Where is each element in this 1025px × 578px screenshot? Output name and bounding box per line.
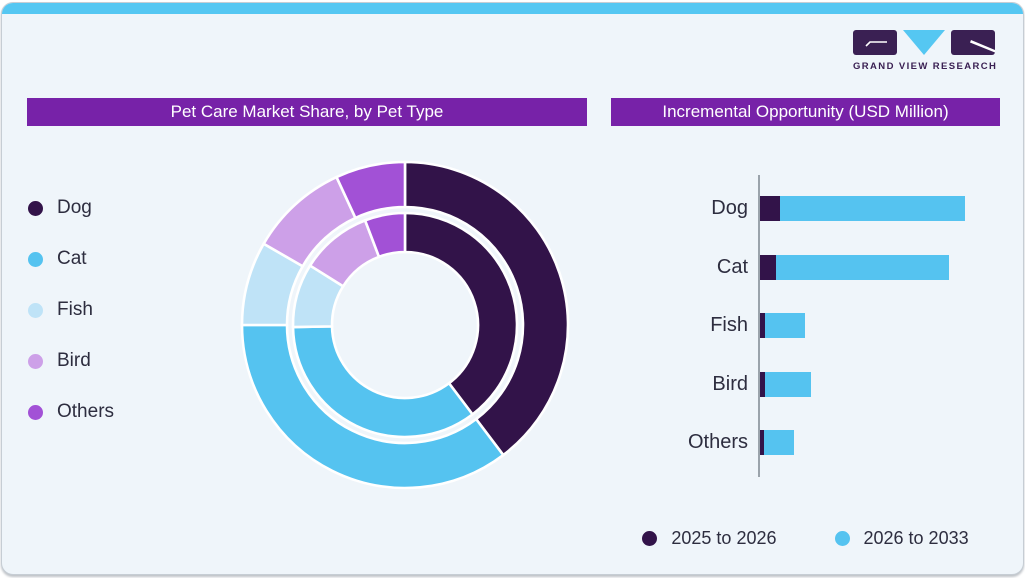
donut-slice-others-outer: [335, 160, 407, 220]
donut-chart: [238, 158, 572, 492]
bar-label-cat: Cat: [716, 256, 748, 278]
bar-segment-dog: [780, 196, 965, 221]
bar-row-fish: [760, 313, 805, 338]
brand-wordmark: GRAND VIEW RESEARCH: [853, 61, 998, 72]
legend-item-bird: Bird: [28, 350, 114, 371]
bar-row-cat: [760, 255, 950, 280]
left-panel-title: Pet Care Market Share, by Pet Type: [27, 98, 587, 126]
bar-chart-axis-line: [758, 175, 760, 477]
legend-label: Others: [57, 401, 115, 422]
bar-segment-fish: [760, 313, 765, 338]
bar-label-bird: Bird: [712, 373, 748, 395]
bar-label-others: Others: [687, 431, 748, 453]
legend-item-fish: Fish: [28, 299, 114, 320]
donut-slice-cat-inner: [291, 325, 474, 439]
bar-segment-fish: [764, 313, 805, 338]
legend-dot-icon: [28, 200, 43, 216]
bar-label-fish: Fish: [710, 314, 748, 336]
bar-chart-legend: 2025 to 2026 2026 to 2033: [611, 527, 1000, 549]
legend-dot-icon: [642, 530, 658, 546]
legend-dot-icon: [28, 251, 43, 267]
bar-segment-dog: [760, 196, 781, 221]
bar-row-dog: [760, 196, 965, 221]
bar-segment-others: [760, 430, 765, 455]
legend-item-others: Others: [28, 401, 115, 422]
right-panel-title: Incremental Opportunity (USD Million): [611, 98, 1000, 126]
bar-segment-others: [764, 430, 794, 455]
donut-slice-dog-inner: [403, 211, 519, 416]
legend-label: Fish: [57, 299, 93, 320]
bar-row-others: [760, 430, 794, 455]
bar-segment-cat: [760, 255, 777, 280]
legend-label: Bird: [57, 350, 91, 371]
logo-v-triangle-icon: [903, 29, 945, 55]
logo-g-block-icon: [853, 29, 897, 55]
bar-segment-bird: [765, 372, 811, 397]
donut-slice-others-inner: [363, 211, 407, 259]
legend-label: 2026 to 2033: [863, 527, 969, 548]
legend-dot-icon: [28, 302, 43, 318]
donut-slice-dog-outer: [403, 160, 570, 457]
donut-legend: Dog Cat Fish Bird Others: [28, 197, 115, 453]
logo-r-block-icon: [951, 29, 995, 55]
gvr-logo: GRAND VIEW RESEARCH: [853, 29, 998, 72]
legend-dot-icon: [28, 353, 43, 369]
legend-item-period-0: 2025 to 2026: [642, 527, 777, 549]
legend-label: 2025 to 2026: [671, 527, 777, 548]
top-accent-bar: [2, 3, 1023, 14]
legend-dot-icon: [28, 404, 43, 420]
legend-item-dog: Dog: [28, 197, 114, 218]
bar-label-dog: Dog: [711, 197, 748, 219]
bar-segment-cat: [776, 255, 950, 280]
bar-segment-bird: [760, 372, 766, 397]
legend-dot-icon: [834, 530, 850, 546]
legend-label: Cat: [57, 248, 87, 269]
legend-item-period-1: 2026 to 2033: [834, 527, 969, 549]
legend-label: Dog: [57, 197, 92, 218]
gvr-logo-blocks: [853, 29, 995, 55]
legend-item-cat: Cat: [28, 248, 114, 269]
donut-slice-cat-outer: [240, 323, 505, 490]
bar-row-bird: [760, 372, 811, 397]
